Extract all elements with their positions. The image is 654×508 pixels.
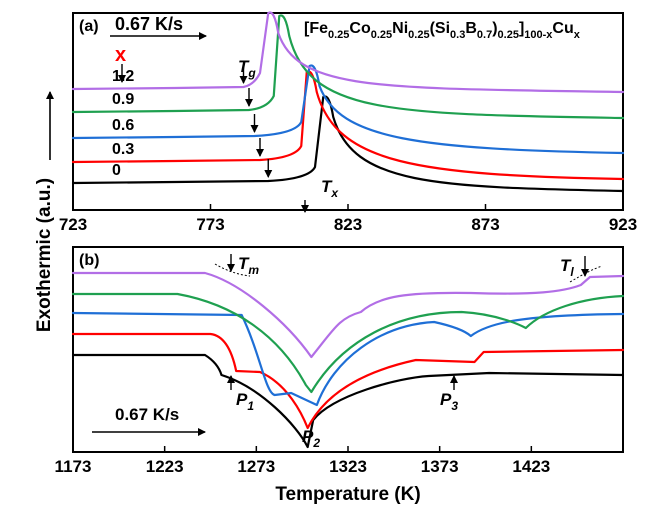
panel-a-tick-label-773: 773 (196, 215, 224, 234)
panel-b-tick-label-1323: 1323 (329, 457, 367, 476)
panel-b-curves (71, 271, 625, 449)
panel-a-tick-label-723: 723 (59, 215, 87, 234)
panel-b-label: (b) (79, 252, 99, 269)
panel-a-tick-label-823: 823 (334, 215, 362, 234)
tg-arrows (239, 65, 273, 178)
panel-a-series-labels: 0 0.3 0.6 0.9 1.2 (112, 68, 134, 179)
tm-label-sub: m (248, 263, 259, 277)
panel-b-curve-x0.3 (71, 332, 625, 430)
panel-a-curve-x0.3 (71, 70, 625, 181)
panel-b-x-ticks: 1173 1223 1273 1323 1373 1423 (55, 446, 550, 476)
title-sub-3: 0.25 (408, 29, 429, 41)
title-sub-8: x (574, 29, 581, 41)
title-sub-7: 100-x (524, 29, 553, 41)
title-sub-6: 0.25 (498, 29, 519, 41)
panel-a-title: [Fe0.25Co0.25Ni0.25(Si0.3B0.7)0.25]100-x… (304, 20, 581, 41)
tx-label: Tx (321, 177, 339, 200)
p1-label: P1 (236, 390, 254, 413)
title-sub-4: 0.3 (450, 29, 465, 41)
x-axis-title: Temperature (K) (275, 484, 420, 505)
title-part-7: ] (519, 20, 524, 37)
panel-b-tick-label-1373: 1373 (421, 457, 459, 476)
p3-label-sub: 3 (451, 399, 458, 413)
panel-a-curve-x1.2 (71, 11, 625, 94)
panel-b: 1173 1223 1273 1323 1373 1423 (b) 0.67 K/s Tm… (55, 246, 625, 476)
tm-label: Tm (238, 254, 259, 277)
panel-b-curve-x1.2 (71, 271, 625, 359)
panel-a-x-ticks: 723 773 823 873 923 (59, 204, 637, 234)
tg-label-sub: g (247, 66, 256, 80)
panel-a-label: (a) (79, 18, 99, 35)
panel-a-curve-x0.9 (71, 14, 625, 120)
p2-label-sub: 2 (312, 436, 320, 450)
tl-label: Tl (560, 256, 574, 279)
panel-b-tick-label-1423: 1423 (512, 457, 550, 476)
p3-label: P3 (440, 390, 458, 413)
panel-a: 723 773 823 873 923 (a) 0.67 K/s [Fe0.25Co0.… (59, 11, 637, 234)
panel-a-series-label-0.3: 0.3 (112, 141, 134, 158)
panel-a-tick-label-923: 923 (609, 215, 637, 234)
panel-a-curves (71, 11, 625, 193)
tg-label: Tg (238, 57, 256, 80)
title-part-1: [Fe (304, 20, 328, 37)
title-part-6: ) (492, 20, 497, 37)
title-sub-5: 0.7 (477, 29, 492, 41)
title-part-4: (Si (430, 20, 450, 37)
title-part-2: Co (349, 20, 371, 37)
p2-label: P2 (302, 427, 320, 450)
title-sub-2: 0.25 (371, 29, 392, 41)
x-header-mark: x (115, 44, 126, 66)
panel-a-heating-rate: 0.67 K/s (115, 14, 183, 34)
panel-a-series-label-1.2: 1.2 (112, 68, 134, 85)
panel-a-tick-label-873: 873 (471, 215, 499, 234)
panel-a-series-label-0: 0 (112, 162, 121, 179)
title-part-3: Ni (392, 20, 408, 37)
panel-b-tick-label-1273: 1273 (237, 457, 275, 476)
panel-a-curve-x0 (71, 95, 625, 193)
tl-label-sub: l (570, 265, 574, 279)
panel-b-curve-x0.9 (71, 292, 625, 394)
title-sub-1: 0.25 (328, 29, 349, 41)
panel-b-curve-x0.6 (71, 311, 625, 407)
y-axis-title: Exothermic (a.u.) (34, 178, 55, 332)
panel-b-tick-label-1223: 1223 (146, 457, 184, 476)
panel-a-curve-x0.6 (71, 64, 625, 155)
panel-b-tick-label-1173: 1173 (55, 457, 92, 476)
tx-label-sub: x (330, 186, 339, 200)
panel-b-heating-rate: 0.67 K/s (115, 405, 179, 424)
panel-a-series-label-0.6: 0.6 (112, 117, 134, 134)
title-part-8: Cu (552, 20, 573, 37)
panel-b-curve-x0 (71, 353, 625, 449)
panel-a-series-label-0.9: 0.9 (112, 91, 134, 108)
title-part-5: B (465, 20, 477, 37)
p1-label-sub: 1 (247, 399, 254, 413)
